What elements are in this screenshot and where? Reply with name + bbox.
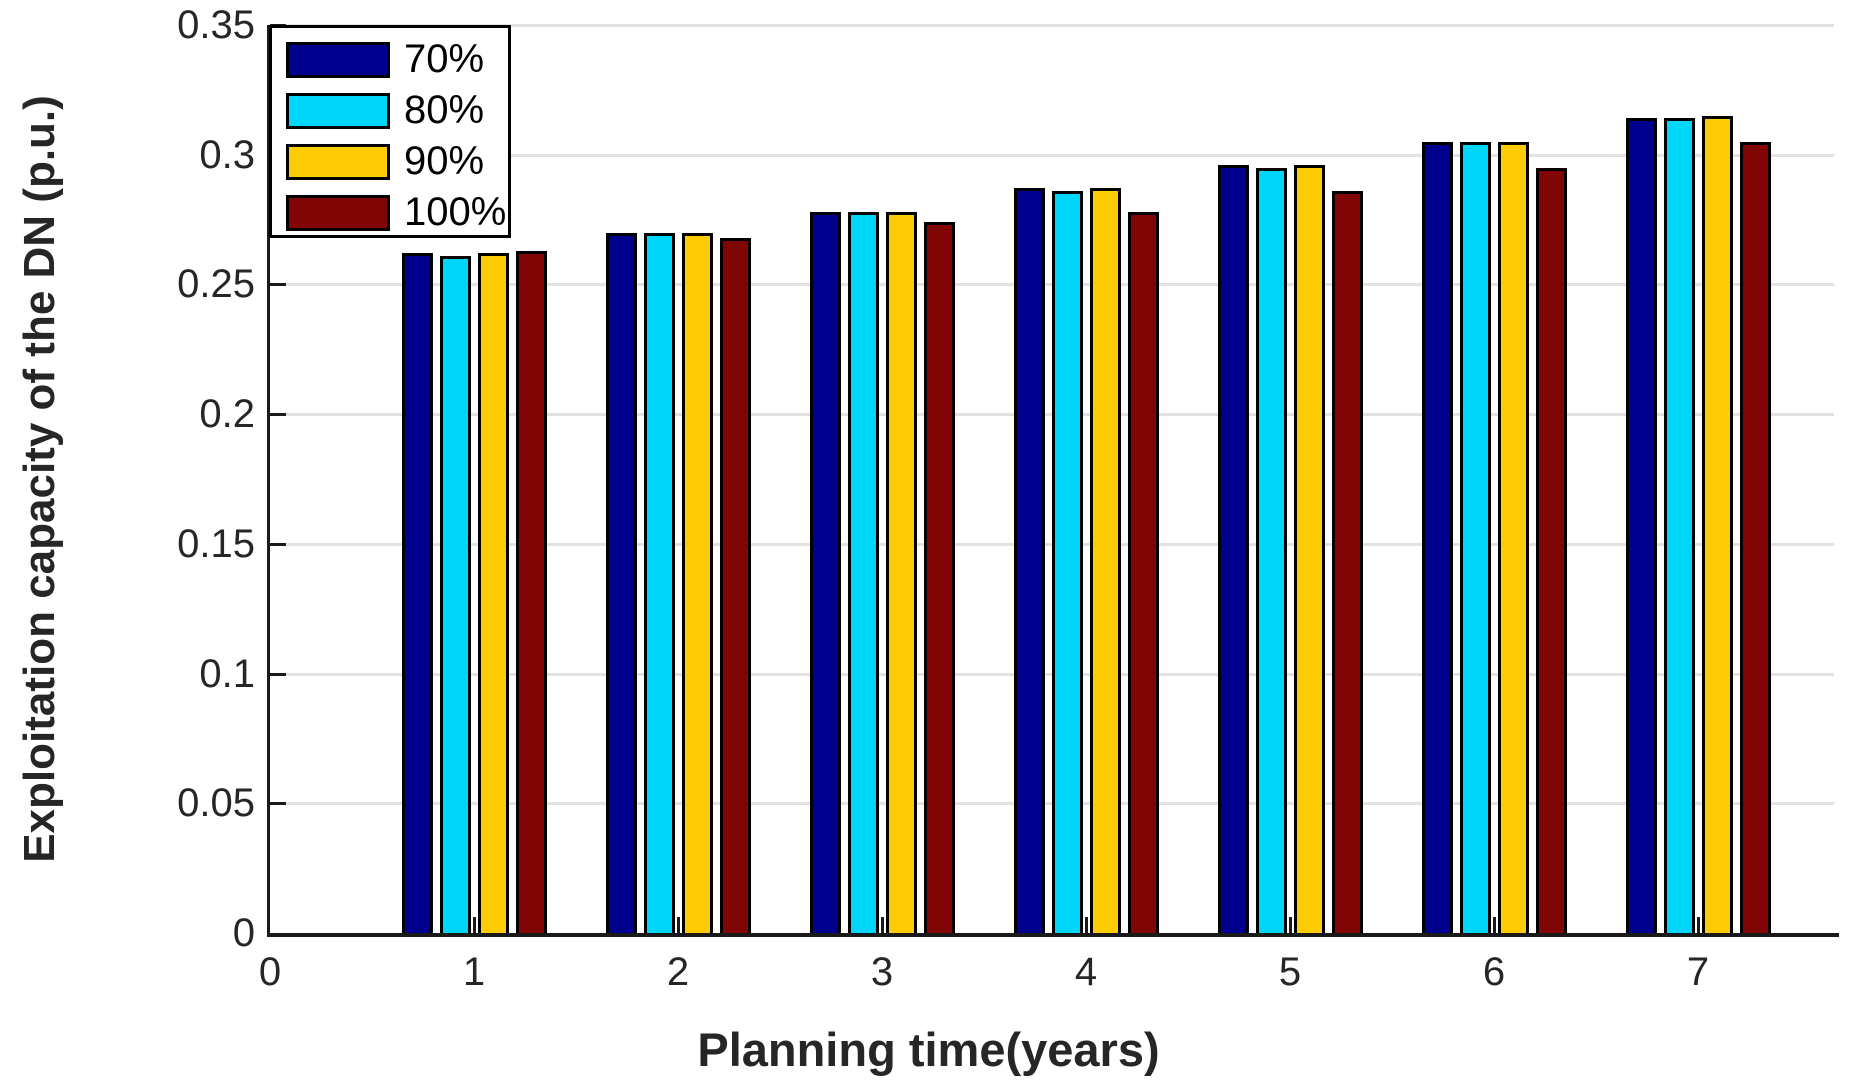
bar-year4-90% [1089,188,1121,936]
bar-year7-100% [1739,141,1771,936]
x-axis-label: Planning time(years) [697,1023,1160,1076]
legend-label: 70% [404,37,485,81]
legend-label: 100% [404,190,507,234]
bar-year6-70% [1421,141,1453,936]
y-tick-mark [270,802,286,806]
bar-year6-100% [1535,167,1567,936]
bar-year6-80% [1459,141,1491,936]
bar-year3-100% [923,222,955,936]
bar-year1-80% [439,255,471,936]
legend-swatch-icon [286,195,390,231]
y-tick-label: 0.2 [199,392,255,437]
legend-item-100%: 100% [272,190,508,234]
bar-year3-90% [885,211,917,936]
legend-item-90%: 90% [272,139,508,183]
bar-year2-100% [719,237,751,936]
legend-label: 80% [404,88,485,132]
bar-year4-80% [1051,191,1083,936]
x-tick-label: 5 [1278,950,1302,994]
legend: 70% 80% 90% 100% [269,25,511,238]
y-tick-mark [270,413,286,417]
y-tick-mark [270,672,286,676]
y-tick-label: 0.25 [177,262,255,307]
x-tick-mark [677,917,680,933]
bar-year1-70% [401,253,433,936]
bar-year2-70% [605,232,637,936]
bar-year5-100% [1331,191,1363,936]
legend-item-80%: 80% [272,88,508,132]
bar-year7-90% [1701,115,1733,936]
x-tick-label: 6 [1482,950,1506,994]
bar-year1-100% [515,250,547,936]
gridline-y-0.35 [270,24,1834,27]
legend-swatch-icon [286,42,390,78]
x-tick-mark [1289,917,1292,933]
y-tick-label: 0.3 [199,132,255,177]
y-tick-label: 0 [232,911,255,955]
bar-year3-70% [809,211,841,936]
bar-year5-80% [1255,167,1287,936]
bar-year2-80% [643,232,675,936]
bar-year3-80% [847,211,879,936]
y-tick-mark [270,542,286,546]
legend-label: 90% [404,139,485,183]
bar-year1-90% [477,253,509,936]
bar-year4-70% [1013,188,1045,936]
x-tick-label: 4 [1074,950,1098,994]
y-axis-line [267,25,270,937]
x-tick-label: 7 [1686,950,1710,994]
legend-item-70%: 70% [272,37,508,81]
x-tick-label: 3 [870,950,894,994]
x-axis-line [267,933,1839,937]
legend-swatch-icon [286,144,390,180]
y-tick-mark [270,283,286,287]
x-tick-mark [881,917,884,933]
x-tick-mark [1493,917,1496,933]
bar-year7-70% [1625,118,1657,936]
x-tick-mark [473,917,476,933]
x-tick-label: 1 [462,950,486,994]
gridline-y-0.3 [270,153,1834,157]
bar-year5-70% [1217,165,1249,936]
bar-year6-90% [1497,141,1529,936]
y-tick-label: 0.15 [177,521,255,566]
x-tick-mark [1697,917,1700,933]
legend-swatch-icon [286,93,390,129]
y-tick-label: 0.1 [199,651,255,696]
bar-year4-100% [1127,211,1159,936]
x-tick-label: 2 [666,950,690,994]
x-tick-mark [1085,917,1088,933]
bar-year7-80% [1663,118,1695,936]
y-tick-label: 0.35 [177,3,255,47]
bar-year5-90% [1293,165,1325,936]
x-tick-label: 0 [258,950,282,994]
bar-year2-90% [681,232,713,936]
y-tick-label: 0.05 [177,781,255,826]
y-axis-label: Exploitation capacity of the DN (p.u.) [15,95,64,863]
